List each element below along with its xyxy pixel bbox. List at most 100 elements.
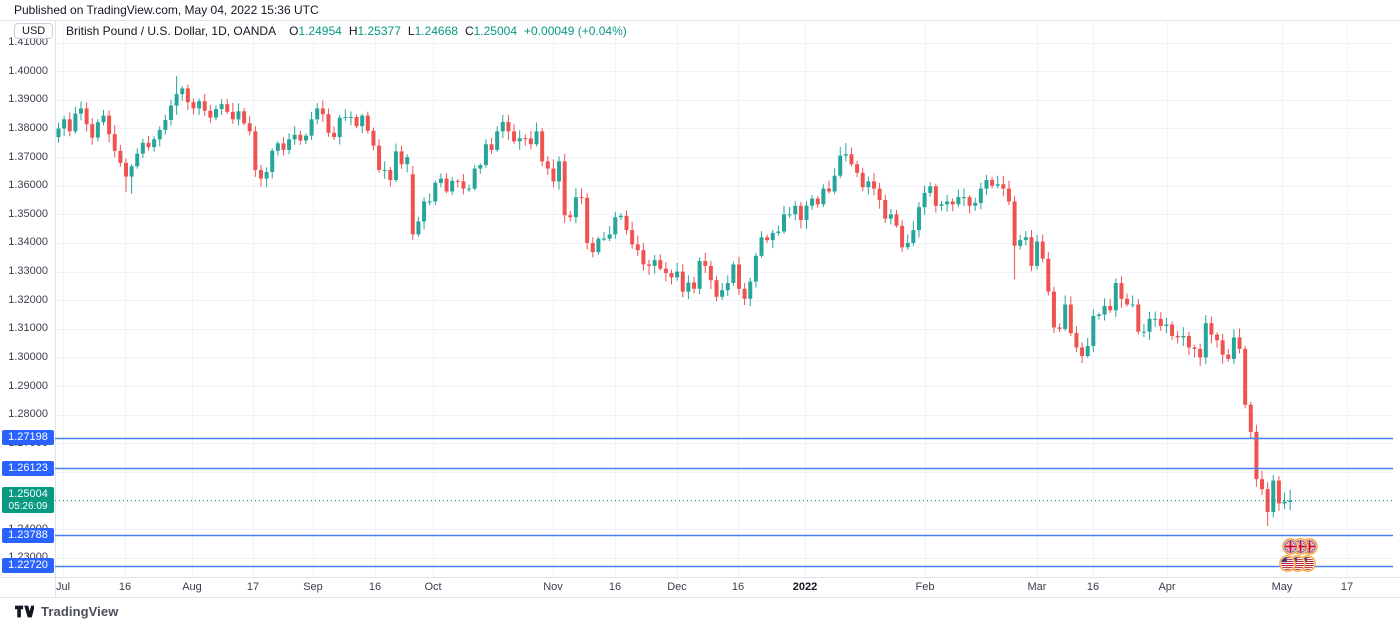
candle[interactable]	[545, 156, 550, 175]
candle[interactable]	[62, 115, 67, 136]
price-level-label[interactable]: 1.27198	[2, 430, 54, 446]
candle[interactable]	[967, 195, 972, 214]
candle[interactable]	[973, 197, 978, 211]
candle[interactable]	[579, 188, 584, 204]
candle[interactable]	[652, 255, 657, 274]
candle[interactable]	[602, 231, 607, 241]
candle[interactable]	[360, 113, 365, 134]
us-flag-icon[interactable]	[1278, 554, 1296, 572]
candle[interactable]	[1119, 276, 1124, 308]
candle[interactable]	[1035, 235, 1040, 270]
candle[interactable]	[1209, 316, 1214, 344]
candle[interactable]	[945, 194, 950, 212]
candle[interactable]	[219, 99, 224, 116]
candle[interactable]	[765, 234, 770, 244]
price-level-lines[interactable]	[55, 437, 1393, 568]
candle[interactable]	[787, 206, 792, 218]
candle[interactable]	[815, 195, 820, 208]
candle[interactable]	[326, 108, 331, 137]
candle[interactable]	[821, 184, 826, 208]
candle[interactable]	[528, 130, 533, 150]
candle[interactable]	[315, 103, 320, 125]
candle[interactable]	[1158, 312, 1163, 331]
candle[interactable]	[225, 98, 230, 115]
candle[interactable]	[348, 111, 353, 126]
candle[interactable]	[410, 166, 415, 240]
candle[interactable]	[467, 184, 472, 192]
candle[interactable]	[343, 109, 348, 121]
candle[interactable]	[455, 178, 460, 188]
candle[interactable]	[737, 256, 742, 295]
candle[interactable]	[213, 105, 218, 121]
candle[interactable]	[1085, 337, 1090, 358]
candle[interactable]	[292, 126, 297, 145]
candle[interactable]	[978, 182, 983, 210]
candle[interactable]	[810, 195, 815, 211]
candle[interactable]	[56, 122, 61, 143]
candle[interactable]	[742, 282, 747, 306]
candle[interactable]	[1147, 311, 1152, 340]
candle[interactable]	[427, 193, 432, 206]
candle[interactable]	[478, 163, 483, 174]
candle[interactable]	[275, 141, 280, 156]
candle[interactable]	[1265, 482, 1270, 527]
candle[interactable]	[686, 275, 691, 300]
candle[interactable]	[590, 237, 595, 258]
candle[interactable]	[911, 221, 916, 247]
candle[interactable]	[1001, 175, 1006, 197]
symbol-title[interactable]: British Pound / U.S. Dollar, 1D, OANDA	[66, 24, 277, 38]
candle[interactable]	[1068, 296, 1073, 337]
candle[interactable]	[500, 114, 505, 139]
candle[interactable]	[1288, 489, 1293, 511]
candle[interactable]	[877, 182, 882, 209]
candle[interactable]	[1080, 342, 1085, 364]
price-level-label[interactable]: 1.26123	[2, 460, 54, 476]
candle[interactable]	[270, 148, 275, 179]
candle[interactable]	[871, 173, 876, 196]
candle[interactable]	[866, 176, 871, 195]
candle[interactable]	[422, 197, 427, 230]
candle[interactable]	[320, 100, 325, 122]
candle[interactable]	[663, 261, 668, 282]
candle[interactable]	[354, 114, 359, 129]
candle[interactable]	[90, 118, 95, 145]
candle[interactable]	[1153, 311, 1158, 328]
candle[interactable]	[512, 124, 517, 144]
candle[interactable]	[647, 259, 652, 275]
candle[interactable]	[855, 160, 860, 178]
candle[interactable]	[1243, 346, 1248, 409]
candle[interactable]	[112, 125, 117, 158]
candle[interactable]	[697, 257, 702, 295]
candle[interactable]	[1198, 343, 1203, 366]
candle[interactable]	[770, 229, 775, 249]
candle[interactable]	[1186, 331, 1191, 356]
candle[interactable]	[607, 226, 612, 242]
candle[interactable]	[894, 209, 899, 228]
candle[interactable]	[393, 143, 398, 183]
candle[interactable]	[253, 126, 258, 177]
candle[interactable]	[107, 110, 112, 143]
candle[interactable]	[781, 205, 786, 234]
candle[interactable]	[1231, 329, 1236, 365]
candle[interactable]	[506, 114, 511, 141]
candle[interactable]	[461, 173, 466, 195]
candle[interactable]	[748, 277, 753, 307]
candle[interactable]	[101, 109, 106, 126]
candle[interactable]	[804, 201, 809, 229]
candle[interactable]	[826, 180, 831, 194]
price-level-label[interactable]: 1.22720	[2, 558, 54, 574]
candle[interactable]	[1254, 424, 1259, 487]
candle[interactable]	[618, 213, 623, 221]
candle[interactable]	[759, 231, 764, 258]
candle[interactable]	[776, 225, 781, 236]
current-price-label[interactable]: 1.25004 05:26:09	[2, 487, 54, 514]
candle[interactable]	[135, 148, 140, 169]
candle[interactable]	[1125, 293, 1130, 307]
candle[interactable]	[675, 262, 680, 281]
candle[interactable]	[1096, 312, 1101, 320]
candle[interactable]	[1113, 278, 1118, 317]
candle[interactable]	[365, 111, 370, 134]
candle[interactable]	[129, 164, 134, 194]
candle[interactable]	[1091, 309, 1096, 352]
